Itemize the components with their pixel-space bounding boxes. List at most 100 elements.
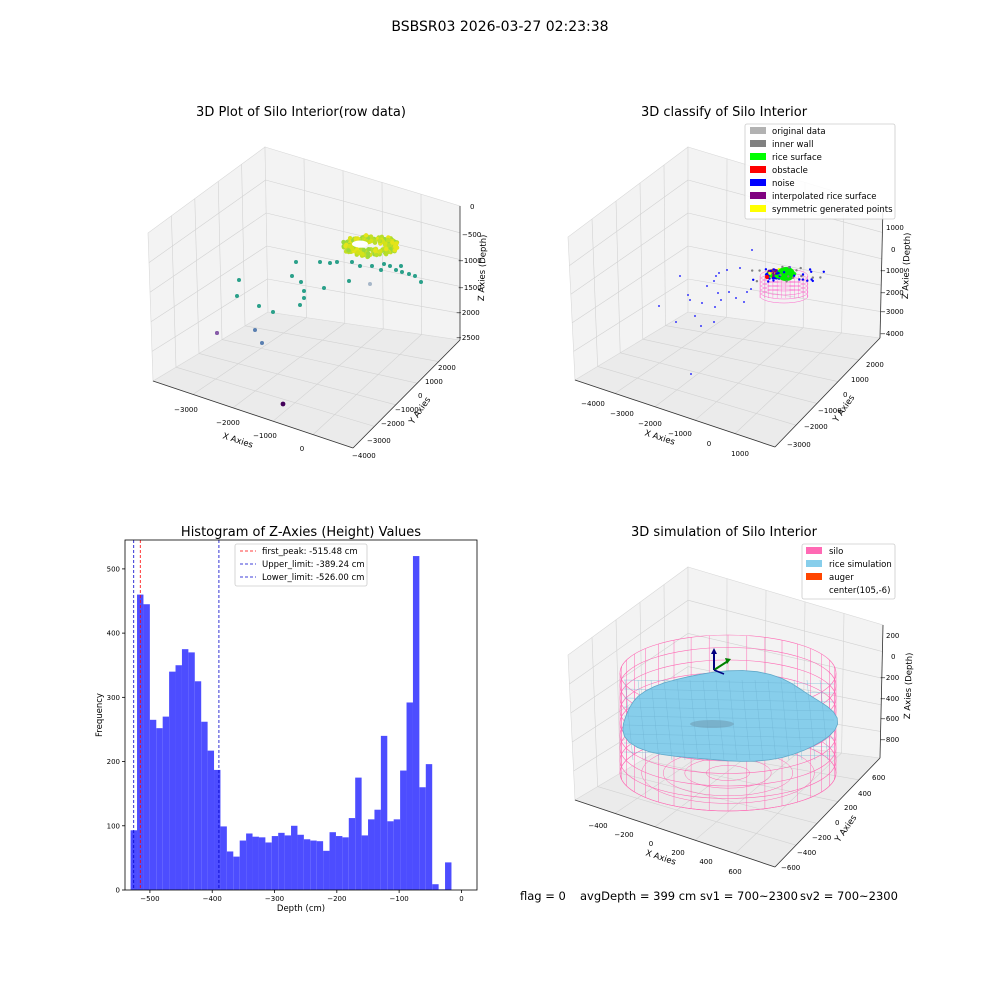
classify-legend-swatch	[750, 140, 766, 147]
rice-mesh-line	[623, 715, 835, 721]
classify-xtick: −3000	[610, 410, 634, 418]
panel-simulation-3d: 3D simulation of Silo Interior −400 −200…	[567, 525, 915, 876]
histogram-xlabel: Depth (cm)	[277, 904, 325, 914]
classify-point	[822, 270, 825, 273]
raw-gridline	[272, 328, 384, 422]
histogram-ytick-label: 100	[107, 822, 120, 830]
classify-legend-swatch	[750, 153, 766, 160]
simulation-axis-edge	[774, 757, 881, 868]
classify-legend-label: symmetric generated points	[772, 205, 893, 215]
raw-point	[322, 286, 326, 290]
classify-point	[795, 269, 798, 272]
raw-xtick: 0	[300, 445, 304, 453]
histogram-legend-frame	[234, 543, 368, 587]
classify-legend-frame	[744, 123, 896, 220]
simulation-z-ticks: 200 0 −200 −400 −600 −800	[880, 632, 899, 744]
raw-point	[382, 262, 386, 266]
raw-y-ticks: 2000 1000 0 −1000 −2000 −3000 −4000	[352, 364, 456, 460]
classify-point	[787, 266, 791, 269]
rice-mesh-line	[793, 679, 803, 761]
classify-point	[793, 274, 796, 277]
classify-point	[791, 276, 795, 279]
classify-xtick: 1000	[731, 450, 749, 458]
histogram-legend-label: Lower_limit: -526.00 cm	[262, 573, 364, 583]
raw-ztick: −2000	[456, 309, 480, 317]
histogram-bar	[361, 835, 369, 890]
classify-ztick: −2000	[880, 289, 904, 297]
classify-legend-label: interpolated rice surface	[772, 192, 877, 202]
raw-ytick: −2000	[381, 420, 405, 428]
histogram-xtick-label: −400	[203, 895, 222, 903]
raw-point	[302, 289, 306, 293]
histogram-bar	[355, 777, 362, 890]
histogram-xtick-label: −300	[265, 895, 284, 903]
classify-gridline	[591, 218, 598, 367]
raw-gridline	[312, 334, 422, 435]
classify-noise-point	[713, 280, 715, 282]
classify-noise-point	[746, 291, 748, 293]
classify-xtick: −2000	[638, 420, 662, 428]
simulation-gridline	[615, 619, 621, 774]
histogram-bar	[310, 840, 317, 890]
classify-legend-swatch	[750, 179, 766, 186]
classify-point	[811, 276, 814, 279]
simulation-ytick: 600	[872, 774, 885, 782]
raw-point	[383, 241, 388, 246]
simulation-ytick: −600	[781, 864, 800, 872]
histogram-bar	[342, 837, 349, 890]
classify-point	[801, 278, 805, 281]
raw-point	[302, 296, 306, 300]
raw-point	[419, 280, 423, 284]
simulation-ztick: −800	[880, 736, 899, 744]
raw-point	[335, 260, 339, 264]
classify-point	[767, 280, 770, 283]
raw-xtick: −2000	[216, 419, 240, 427]
histogram-bar	[162, 716, 170, 890]
raw-point	[344, 242, 349, 247]
histogram-bar	[323, 850, 330, 890]
rice-mesh-line	[741, 679, 751, 761]
simulation-auger-marker	[711, 648, 731, 675]
rice-mesh-line	[637, 679, 647, 761]
raw-xtick: −3000	[174, 406, 198, 414]
raw-point	[271, 310, 275, 314]
simulation-legend-swatch	[806, 560, 822, 567]
histogram-bar	[393, 819, 401, 890]
footer-stats: flag = 0 avgDepth = 399 cm sv1 = 700~230…	[520, 889, 898, 903]
raw-point	[341, 239, 346, 245]
raw-point	[347, 279, 351, 283]
classify-point	[768, 271, 772, 275]
classify-xtick: −4000	[581, 400, 605, 408]
classify-gridline	[694, 327, 804, 421]
classify-legend-swatch	[750, 127, 766, 134]
rice-mesh-line	[676, 679, 686, 761]
histogram-bar	[246, 833, 253, 890]
raw-point	[299, 280, 303, 284]
raw-point	[366, 247, 371, 252]
rice-mesh-line	[728, 679, 738, 761]
classify-gridline	[597, 366, 797, 426]
simulation-gridline	[591, 637, 598, 787]
raw-point	[290, 274, 294, 278]
histogram-bar	[284, 835, 292, 890]
auger-axis-y-head	[725, 658, 731, 664]
raw-point	[365, 251, 371, 256]
classify-point	[779, 273, 782, 277]
classify-ztick: −1000	[880, 267, 904, 275]
auger-axis-y	[713, 660, 729, 671]
classify-legend-label: original data	[772, 127, 826, 137]
classify-point	[768, 277, 771, 280]
raw-axes-box	[147, 146, 461, 449]
simulation-y-ticks: 600 400 200 0 −200 −400 −600	[781, 774, 885, 872]
histogram-bar	[419, 787, 426, 890]
classify-ztick: 0	[891, 246, 895, 254]
classify-point	[810, 270, 813, 273]
classify-gridline	[663, 164, 666, 326]
histogram-bar	[374, 809, 381, 890]
simulation-ytick: 0	[835, 819, 839, 827]
rice-mesh-line	[780, 679, 790, 761]
rice-mesh-line	[624, 679, 634, 761]
simulation-ztick: 0	[891, 653, 895, 661]
classify-gridline	[687, 212, 882, 260]
simulation-ytick: 400	[858, 790, 871, 798]
